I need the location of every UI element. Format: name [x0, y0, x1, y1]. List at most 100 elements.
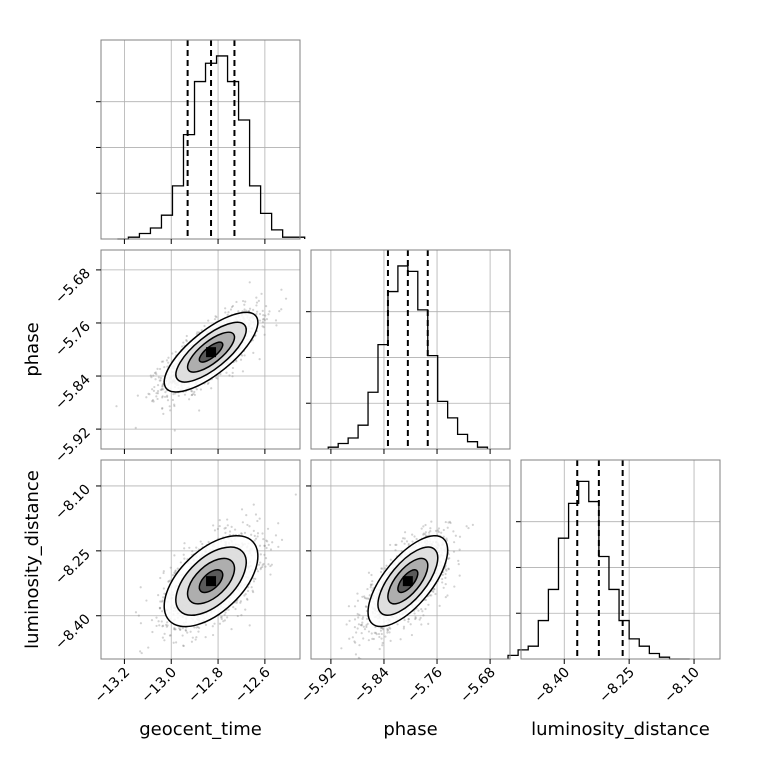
sample-point: [422, 614, 425, 617]
x-tick-label: −5.68: [457, 665, 499, 707]
sample-point: [259, 568, 262, 571]
sample-point: [166, 621, 169, 624]
sample-point: [403, 537, 406, 540]
histogram-luminosity_distance: [507, 480, 690, 660]
sample-point: [364, 605, 367, 608]
sample-point: [162, 587, 165, 590]
sample-point: [374, 631, 377, 634]
sample-point: [227, 608, 230, 611]
sample-point: [381, 627, 384, 630]
sample-point: [353, 640, 356, 643]
sample-point: [173, 628, 176, 631]
sample-point: [203, 324, 206, 328]
sample-point: [378, 635, 381, 639]
hist-panel-luminosity_distance: [507, 459, 721, 660]
sample-point: [355, 631, 358, 634]
sample-point: [158, 367, 162, 371]
sample-point: [165, 359, 169, 362]
sample-point: [168, 634, 172, 637]
sample-point: [367, 639, 370, 642]
sample-point: [453, 585, 456, 588]
sample-point: [190, 393, 194, 396]
sample-point: [190, 390, 194, 393]
sample-point: [166, 399, 170, 402]
contour-line: [175, 321, 247, 383]
x-axis-label-phase: phase: [383, 719, 437, 740]
sample-point: [139, 586, 142, 589]
sample-point: [444, 572, 447, 576]
sample-point: [161, 625, 164, 628]
sample-point: [235, 300, 238, 304]
sample-point: [457, 559, 460, 562]
sample-point: [253, 534, 256, 537]
sample-point: [163, 395, 167, 398]
sample-point: [445, 537, 448, 540]
sample-point: [428, 594, 432, 597]
sample-point: [159, 576, 162, 580]
sample-point: [215, 315, 218, 319]
sample-point: [195, 332, 198, 336]
sample-point: [389, 543, 392, 547]
sample-point: [458, 535, 462, 538]
sample-point: [353, 626, 357, 629]
sample-point: [357, 616, 360, 619]
sample-point: [402, 625, 406, 628]
sample-point: [152, 400, 155, 403]
sample-point: [405, 540, 409, 543]
sample-point: [252, 580, 256, 583]
sample-point: [457, 563, 460, 566]
sample-point: [181, 627, 184, 630]
sample-point: [219, 616, 223, 619]
sample-point: [194, 638, 197, 641]
sample-point: [195, 636, 198, 639]
sample-point: [139, 622, 143, 625]
sample-point: [156, 383, 160, 387]
sample-point: [161, 383, 164, 386]
sample-point: [251, 589, 254, 592]
sample-point: [162, 596, 165, 599]
sample-point: [197, 331, 201, 334]
y-tick-label: −8.10: [52, 481, 94, 523]
sample-point: [265, 317, 269, 321]
sample-point: [256, 532, 260, 535]
sample-point: [267, 563, 270, 566]
sample-point: [171, 352, 174, 355]
sample-point: [161, 384, 164, 387]
sample-point: [224, 307, 227, 310]
sample-point: [347, 605, 351, 608]
sample-point: [158, 606, 162, 610]
contour-line: [163, 534, 259, 628]
sample-point: [452, 530, 455, 533]
sample-point: [277, 545, 280, 548]
sample-point: [236, 614, 239, 618]
sample-point: [252, 590, 255, 594]
sample-point: [195, 388, 198, 391]
sample-point: [157, 376, 160, 379]
sample-point: [182, 553, 185, 556]
sample-point: [427, 603, 430, 606]
sample-point: [407, 542, 410, 546]
sample-point: [137, 614, 140, 617]
sample-point: [261, 565, 264, 569]
sample-point: [228, 374, 231, 377]
sample-point: [151, 400, 154, 403]
sample-point: [184, 629, 188, 632]
sample-point: [266, 540, 269, 543]
sample-point: [166, 365, 169, 368]
y-axis-label-luminosity_distance: luminosity_distance: [22, 470, 43, 649]
sample-point: [183, 542, 186, 545]
sample-point: [171, 398, 175, 402]
sample-point: [402, 627, 405, 630]
sample-point: [161, 599, 164, 602]
sample-point: [220, 615, 223, 618]
sample-point: [245, 597, 249, 600]
sample-point: [262, 314, 265, 317]
sample-point: [163, 639, 166, 642]
sample-point: [226, 616, 229, 619]
sample-point: [145, 396, 148, 399]
sample-point: [160, 387, 164, 390]
sample-point: [454, 534, 457, 537]
sample-point: [258, 517, 261, 520]
sample-point: [235, 360, 238, 363]
sample-point: [384, 635, 387, 638]
